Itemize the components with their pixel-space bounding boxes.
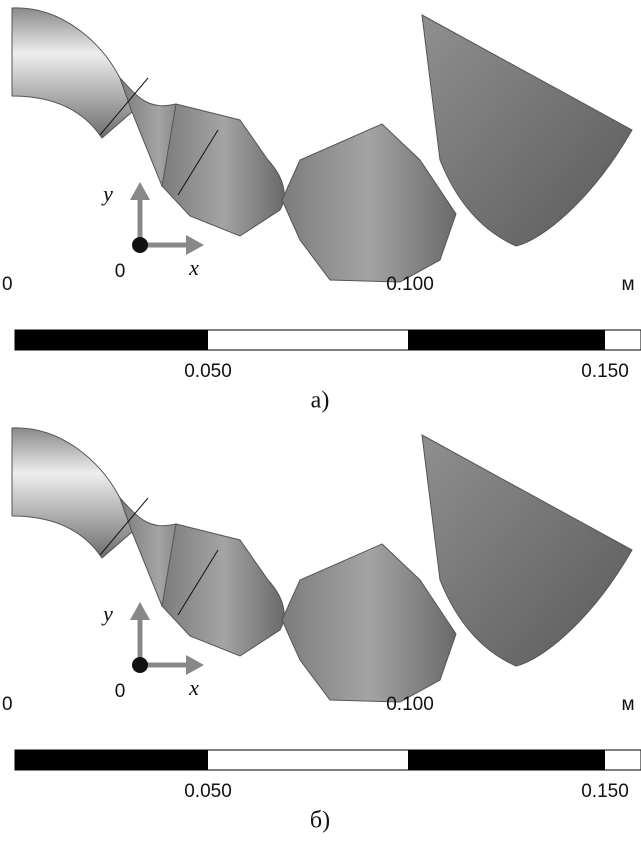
scale-label: м — [621, 274, 634, 295]
caption: б) — [310, 808, 330, 834]
scale-label: 0.150 — [581, 361, 629, 382]
geometry — [12, 428, 632, 702]
scale-label: 0.050 — [184, 781, 232, 802]
scale-bar — [15, 750, 641, 770]
axis-label: y — [101, 601, 113, 626]
axis-label: 0 — [115, 681, 126, 702]
scale-label: 0.100 — [386, 694, 434, 715]
scale-label: 0 — [2, 694, 13, 715]
scale-label: 0 — [2, 274, 13, 295]
axis-label: x — [188, 675, 199, 700]
axis-label: x — [188, 255, 199, 280]
geometry — [12, 8, 632, 282]
scale-label: 0.050 — [184, 361, 232, 382]
scale-label: м — [621, 694, 634, 715]
scale-label: 0.100 — [386, 274, 434, 295]
scale-label: 0.150 — [581, 781, 629, 802]
caption: а) — [311, 388, 330, 414]
panel-b: y 0 x 0 0.100 м 0.050 0.150 б) — [2, 428, 641, 834]
scale-bar — [15, 330, 641, 350]
axis-label: 0 — [115, 261, 126, 282]
panel-a: y 0 x 0 0.100 м 0.050 0.150 а) — [2, 8, 641, 414]
figure: y 0 x 0 0.100 м 0.050 0.150 а) y 0 x 0 0.100 м 0.050 0.… — [0, 0, 641, 848]
axis-label: y — [101, 181, 113, 206]
